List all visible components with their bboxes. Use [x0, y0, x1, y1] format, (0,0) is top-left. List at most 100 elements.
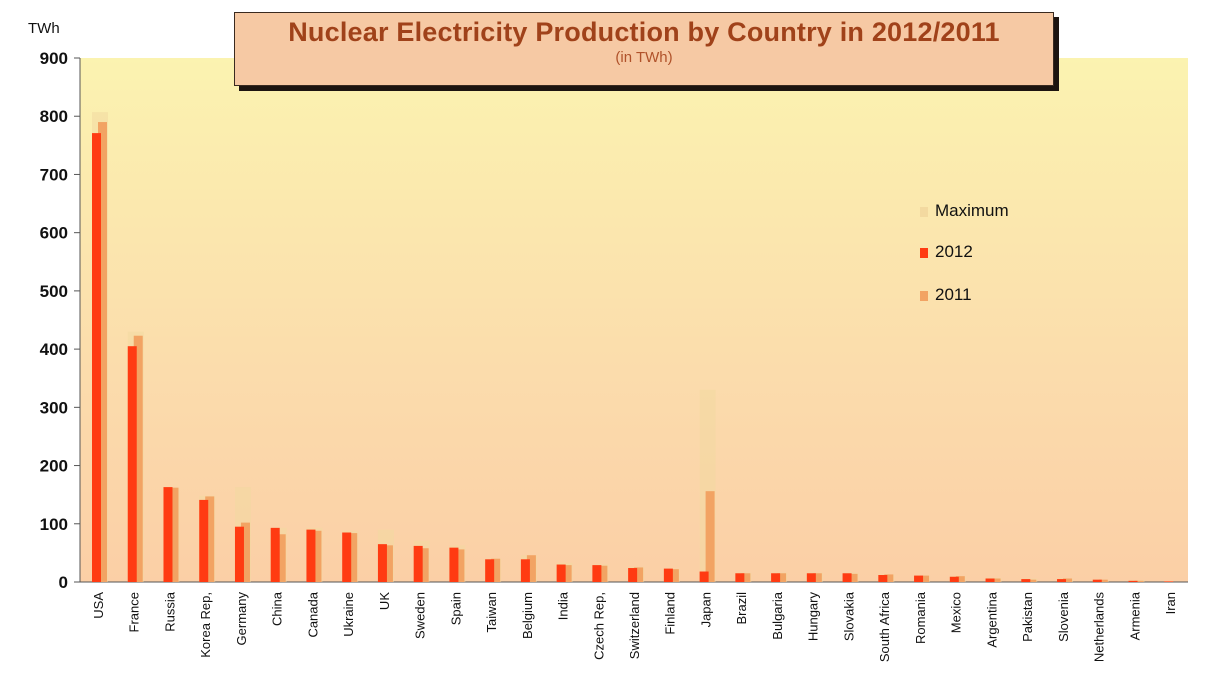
- bar-2011: [1063, 578, 1073, 582]
- x-tick-label: Canada: [305, 591, 320, 637]
- bar-2011: [383, 545, 393, 582]
- bar-2012: [306, 529, 316, 582]
- x-tick-label: Netherlands: [1092, 592, 1107, 663]
- bar-2012: [1021, 579, 1031, 582]
- bar-2012: [628, 568, 638, 582]
- bar-2012: [806, 573, 816, 582]
- legend-item-maximum: Maximum: [920, 201, 1009, 221]
- bar-2012: [92, 133, 101, 582]
- bar-2011: [276, 534, 286, 582]
- x-tick-label: Spain: [448, 592, 463, 625]
- bar-2011: [634, 567, 644, 582]
- y-tick-label: 200: [40, 457, 68, 476]
- bar-2011: [526, 555, 536, 582]
- bar-2011: [562, 565, 572, 582]
- legend-label-maximum: Maximum: [935, 201, 1009, 220]
- bar-2011: [741, 573, 751, 582]
- x-tick-label: Bulgaria: [770, 591, 785, 639]
- bar-2011: [884, 574, 894, 582]
- y-tick-label: 300: [40, 398, 68, 417]
- legend-item-2012: 2012: [920, 242, 973, 262]
- bar-2011: [205, 496, 215, 582]
- bar-2012: [485, 559, 495, 582]
- x-tick-label: India: [556, 591, 571, 620]
- bar-2012: [556, 564, 566, 582]
- y-tick-label: 0: [59, 573, 68, 592]
- x-tick-label: Slovakia: [841, 591, 856, 641]
- bar-2011: [240, 522, 250, 582]
- bar-2012: [377, 544, 387, 582]
- bar-2011: [491, 558, 501, 582]
- bar-2012: [163, 487, 173, 582]
- y-tick-label: 700: [40, 165, 68, 184]
- bar-2012: [592, 565, 602, 582]
- y-tick-label: 600: [40, 224, 68, 243]
- y-axis-ticks: 0 100 200 300 400 500 600 700 800 900: [40, 49, 80, 592]
- x-tick-label: Japan: [698, 592, 713, 627]
- bar-2012: [699, 571, 709, 582]
- x-tick-label: France: [127, 592, 142, 632]
- x-tick-label: Taiwan: [484, 592, 499, 632]
- bar-2012: [842, 573, 852, 582]
- legend-item-2011: 2011: [920, 285, 972, 305]
- bar-2012: [1128, 580, 1138, 582]
- bars: [92, 112, 1174, 583]
- bar-2011: [1027, 579, 1037, 582]
- bar-2011: [669, 569, 679, 582]
- bar-2012: [878, 575, 888, 582]
- bar-2011: [777, 573, 787, 582]
- x-tick-label: Armenia: [1127, 591, 1142, 640]
- x-tick-label: Romania: [913, 591, 928, 644]
- legend-swatch-maximum: [920, 206, 928, 217]
- x-tick-label: Finland: [663, 592, 678, 635]
- x-tick-label: China: [270, 591, 285, 626]
- bar-2012: [413, 545, 423, 582]
- bar-2012: [771, 573, 781, 582]
- x-tick-label: Germany: [234, 592, 249, 646]
- x-tick-label: Ukraine: [341, 592, 356, 637]
- bar-2012: [949, 576, 959, 582]
- bar-2012: [1057, 579, 1067, 582]
- bar-2012: [520, 559, 530, 582]
- x-tick-label: Czech Rep,: [591, 592, 606, 660]
- y-tick-label: 100: [40, 515, 68, 534]
- bar-2011: [598, 565, 608, 582]
- bar-2012: [663, 568, 673, 582]
- bar-2011: [312, 530, 322, 582]
- y-axis-unit-label: TWh: [28, 20, 60, 37]
- bar-2011: [812, 573, 822, 582]
- x-tick-label: Korea Rep,: [198, 592, 213, 658]
- bar-2011: [705, 491, 715, 582]
- x-tick-label: USA: [91, 592, 106, 619]
- x-tick-label: UK: [377, 592, 392, 610]
- bar-2012: [985, 578, 995, 582]
- bar-2011: [98, 122, 107, 583]
- bar-2011: [1134, 580, 1144, 582]
- bar-2012: [1164, 581, 1174, 582]
- bar-2012: [914, 575, 924, 582]
- y-tick-label: 400: [40, 340, 68, 359]
- bar-2012: [127, 346, 137, 582]
- bar-2011: [991, 578, 1001, 582]
- bar-2012: [199, 499, 209, 582]
- bar-2012: [449, 547, 459, 582]
- x-tick-label: Hungary: [806, 592, 821, 642]
- bar-2011: [1098, 579, 1108, 582]
- chart-subtitle: (in TWh): [615, 49, 673, 66]
- bar-2011: [955, 576, 965, 582]
- x-tick-label: Brazil: [734, 592, 749, 625]
- legend-swatch-2011: [920, 290, 928, 301]
- y-tick-label: 900: [40, 49, 68, 68]
- bar-2012: [234, 526, 244, 582]
- bar-2012: [342, 532, 352, 582]
- x-tick-label: Switzerland: [627, 592, 642, 659]
- legend-swatch-2012: [920, 247, 928, 258]
- x-tick-label: Mexico: [949, 592, 964, 633]
- plot-background: [80, 58, 1188, 582]
- bar-2011: [133, 335, 143, 582]
- legend-label-2012: 2012: [935, 242, 973, 261]
- bar-2011: [169, 487, 179, 582]
- bar-2011: [455, 549, 465, 582]
